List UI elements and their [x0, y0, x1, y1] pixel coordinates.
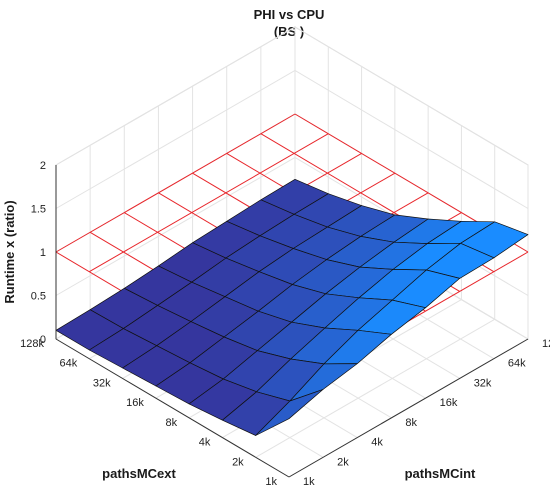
grid-line — [255, 318, 495, 458]
y-axis-label: pathsMCext — [102, 466, 176, 481]
y-tick-label: 16k — [126, 397, 144, 409]
x-tick-label: 32k — [474, 377, 492, 389]
surface — [55, 178, 529, 436]
grid-line — [55, 26, 529, 166]
reference-plane-line — [55, 113, 296, 253]
y-tick-label: 1k — [265, 476, 277, 488]
surface-patch — [255, 389, 324, 436]
tick-labels: 1k2k4k8k16k32k64k128k1k2k4k8k16k32k64k12… — [20, 160, 550, 488]
grid-line — [55, 69, 529, 209]
y-tick-label: 2k — [232, 456, 244, 468]
x-tick-label: 128k — [542, 338, 550, 350]
x-tick-label: 1k — [303, 476, 315, 488]
z-axis-label: Runtime x (ratio) — [2, 200, 17, 303]
z-tick-label: 0 — [40, 334, 46, 346]
z-tick-label: 1.5 — [31, 204, 46, 216]
z-tick-label: 2 — [40, 160, 46, 172]
y-tick-label: 32k — [93, 377, 111, 389]
x-tick-label: 4k — [371, 437, 383, 449]
x-axis-line — [288, 338, 529, 478]
y-axis-line — [55, 338, 290, 478]
x-tick-label: 16k — [440, 397, 458, 409]
y-tick-label: 8k — [165, 417, 177, 429]
x-tick-label: 64k — [508, 358, 526, 370]
y-tick-label: 64k — [60, 358, 78, 370]
x-axis-label: pathsMCint — [405, 466, 476, 481]
y-tick-label: 128k — [20, 338, 44, 350]
chart-title: PHI vs CPU — [254, 7, 325, 22]
z-tick-label: 1 — [40, 247, 46, 259]
axes — [55, 165, 529, 478]
x-tick-label: 2k — [337, 456, 349, 468]
z-tick-label: 0.5 — [31, 291, 46, 303]
x-tick-label: 8k — [405, 417, 417, 429]
y-tick-label: 4k — [199, 437, 211, 449]
reference-plane-line — [89, 133, 329, 273]
